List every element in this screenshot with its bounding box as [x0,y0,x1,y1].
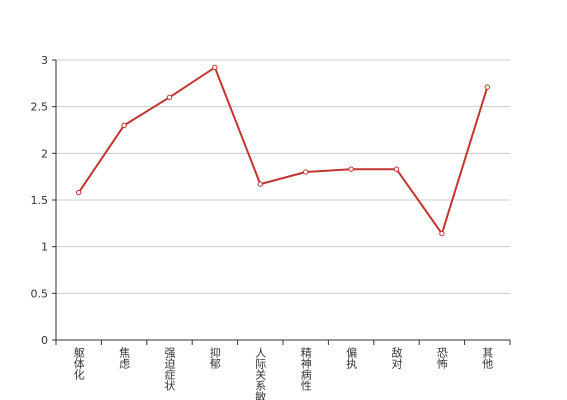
x-tick-label: 躯体化 [72,347,85,381]
point [348,166,354,172]
y-tick-label: 0.5 [31,287,49,300]
line [77,65,489,236]
point [257,181,263,187]
x-tick-label: 人际关系敏感 [254,347,267,400]
y-tick-label: 1 [41,241,48,254]
x-tick-label: 抑郁 [208,346,221,369]
point [393,166,400,172]
x-tick-label: 强迫症状 [163,347,176,391]
x-tick-label: 偏执 [345,346,358,370]
y-tick-label: 2.5 [31,101,49,114]
point [166,94,173,101]
point [121,122,127,129]
point [212,64,218,71]
point [439,230,445,237]
x-tick-label: 焦虑 [118,347,131,369]
y-tick-label: 3 [41,54,48,67]
x-tick-label: 其他 [481,347,494,369]
x-tick-label: 敌对 [390,346,403,369]
y-tick-label: 0 [41,334,48,347]
point [484,84,490,90]
x-tick-label: 恐怖 [435,347,448,369]
point [303,169,309,175]
y-tick-label: 1.5 [31,194,49,207]
y-tick-label: 2 [41,147,48,160]
point [76,189,82,196]
x-tick-label: 精神病性 [299,347,312,392]
